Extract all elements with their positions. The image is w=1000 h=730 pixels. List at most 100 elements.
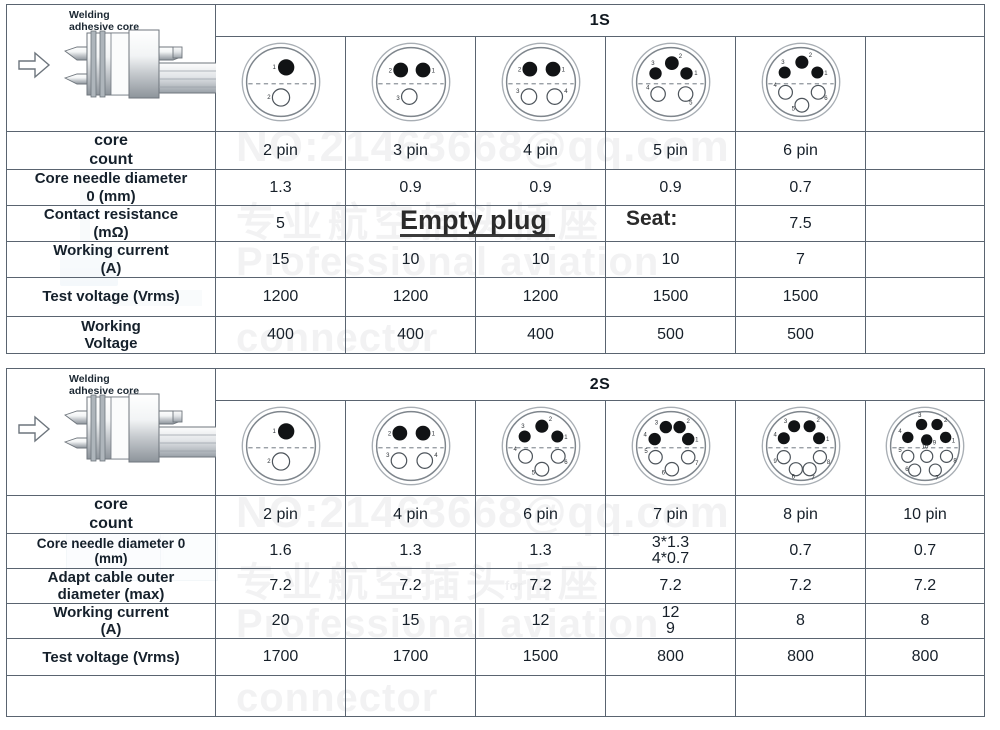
pin-black — [939, 431, 952, 443]
cell-working_voltage-3: 500 — [605, 316, 736, 354]
welding-label-line1: Welding — [69, 9, 110, 21]
cell-working_current-3: 10 — [605, 241, 736, 278]
cell-working_voltage-1: 400 — [345, 316, 476, 354]
pin-black — [803, 419, 816, 432]
pin-diagram-svg: 2 3 1 4 5 — [631, 42, 710, 121]
pin-black — [545, 61, 560, 76]
svg-text:4: 4 — [898, 429, 902, 435]
svg-text:2: 2 — [517, 67, 521, 73]
pin-diagram-svg: 12 — [241, 406, 320, 485]
spec-table-2s-container: Welding adhesive core — [6, 368, 985, 718]
cell-core_count-1: 3 pin — [345, 131, 476, 170]
pin-black — [521, 61, 537, 76]
pin-white — [271, 87, 290, 107]
svg-text:5: 5 — [689, 100, 693, 106]
pin-white — [939, 449, 954, 463]
svg-text:3: 3 — [386, 453, 390, 459]
cell-needle_diameter-0: 1.3 — [215, 169, 346, 206]
table-title-2s: 2S — [215, 368, 985, 401]
table-row-title: Welding adhesive core — [6, 368, 985, 496]
pin-diagram-cell-6-pin: 2 3 1 4 5 6 — [735, 36, 866, 132]
row-label-line2: 0 (mm) — [86, 187, 136, 205]
cell-last-0 — [215, 675, 346, 718]
svg-text:2: 2 — [808, 53, 812, 59]
pin-white — [271, 451, 290, 471]
row-label-line2: (mm) — [94, 551, 128, 566]
pin-white — [649, 85, 666, 102]
cell-needle_diameter-3: 3*1.3 4*0.7 — [605, 533, 736, 569]
cell-test_voltage-5 — [865, 277, 985, 317]
row-label-line1: Working current — [53, 242, 169, 260]
pin-white — [533, 461, 549, 477]
cell-line1: 3*1.3 — [651, 533, 690, 551]
pin-black — [672, 420, 686, 433]
row-label-contact-resistance: Contact resistance (mΩ) — [6, 205, 216, 242]
svg-text:4: 4 — [643, 432, 647, 438]
svg-text:7: 7 — [935, 475, 939, 481]
row-label-line1: Core needle diameter — [34, 170, 188, 188]
svg-text:4: 4 — [773, 432, 777, 438]
pin-black — [921, 433, 933, 446]
pin-black — [679, 66, 693, 80]
svg-text:6: 6 — [791, 474, 795, 480]
svg-text:1: 1 — [564, 435, 568, 441]
pin-black — [518, 430, 531, 443]
svg-text:5: 5 — [531, 470, 535, 476]
cell-core_count-1: 4 pin — [345, 495, 476, 534]
svg-text:1: 1 — [431, 68, 435, 74]
row-label-working-current: Working current (A) — [6, 241, 216, 278]
pin-black — [915, 418, 928, 430]
row-label-test-voltage: Test voltage (Vrms) — [6, 638, 216, 677]
cell-needle_diameter-2: 1.3 — [475, 533, 606, 569]
row-label-line1: core — [94, 496, 128, 514]
row-label-cable-outer-diameter: Adapt cable outer diameter (max) — [6, 567, 216, 605]
row-label-working-current: Working current (A) — [6, 603, 216, 640]
connector-drawing — [7, 369, 216, 495]
pin-black — [392, 62, 408, 77]
cell-test_voltage-2: 1500 — [475, 638, 606, 677]
table-row-working-voltage: Working Voltage 400 400 400 500 500 — [6, 316, 985, 354]
svg-text:1: 1 — [272, 65, 276, 71]
connector-svg-1s — [18, 29, 216, 99]
cell-test_voltage-1: 1200 — [345, 277, 476, 317]
svg-text:2: 2 — [686, 418, 690, 424]
cell-needle_diameter-0: 1.6 — [215, 533, 346, 569]
cell-working_current-5: 8 — [865, 603, 985, 640]
pin-white — [664, 461, 679, 477]
cell-core_count-4: 8 pin — [735, 495, 866, 534]
table-row-working-current: Working current (A) 15 10 10 10 7 — [6, 241, 985, 278]
pin-diagram-svg: 2 1 3 — [371, 42, 450, 121]
pin-diagram-cell-3-pin: 2 1 3 — [345, 36, 476, 132]
pin-diagram-svg: 2 3 1 4 5 6 — [501, 406, 580, 485]
row-label-line2: (A) — [100, 259, 122, 277]
svg-text:10: 10 — [922, 444, 929, 450]
row-label-test-voltage: Test voltage (Vrms) — [6, 277, 216, 317]
cell-core_count-0: 2 pin — [215, 131, 346, 170]
row-label-core-count: core count — [6, 131, 216, 170]
pin-diagram-cell-6-pin: 2 3 1 4 5 6 — [475, 400, 606, 496]
svg-text:1: 1 — [952, 438, 956, 444]
svg-text:7: 7 — [695, 460, 699, 466]
pin-black — [664, 55, 679, 70]
pin-white — [677, 85, 693, 102]
svg-text:3: 3 — [516, 89, 520, 95]
pin-diagram-svg: 3 2 4 9 1 5 10 8 6 7 — [885, 406, 965, 485]
pin-white — [908, 462, 922, 477]
pin-diagram-cell-4-pin: 2 1 3 4 — [475, 36, 606, 132]
pin-diagram-cell-4-pin: 2 1 3 4 — [345, 400, 476, 496]
cell-core_count-2: 6 pin — [475, 495, 606, 534]
pin-black — [277, 422, 294, 440]
connector-illustration-cell: Welding adhesive core — [6, 368, 216, 496]
cell-test_voltage-4: 800 — [735, 638, 866, 677]
cell-core_count-3: 5 pin — [605, 131, 736, 170]
cell-working_current-5 — [865, 241, 985, 278]
cell-cable_outer-4: 7.2 — [735, 567, 866, 605]
cell-working_current-4: 7 — [735, 241, 866, 278]
svg-text:1: 1 — [431, 431, 435, 437]
cell-contact_resistance-3 — [605, 205, 736, 242]
row-label-line2: count — [89, 514, 133, 532]
cell-test_voltage-4: 1500 — [735, 277, 866, 317]
svg-text:2: 2 — [267, 459, 271, 465]
cell-needle_diameter-2: 0.9 — [475, 169, 606, 206]
